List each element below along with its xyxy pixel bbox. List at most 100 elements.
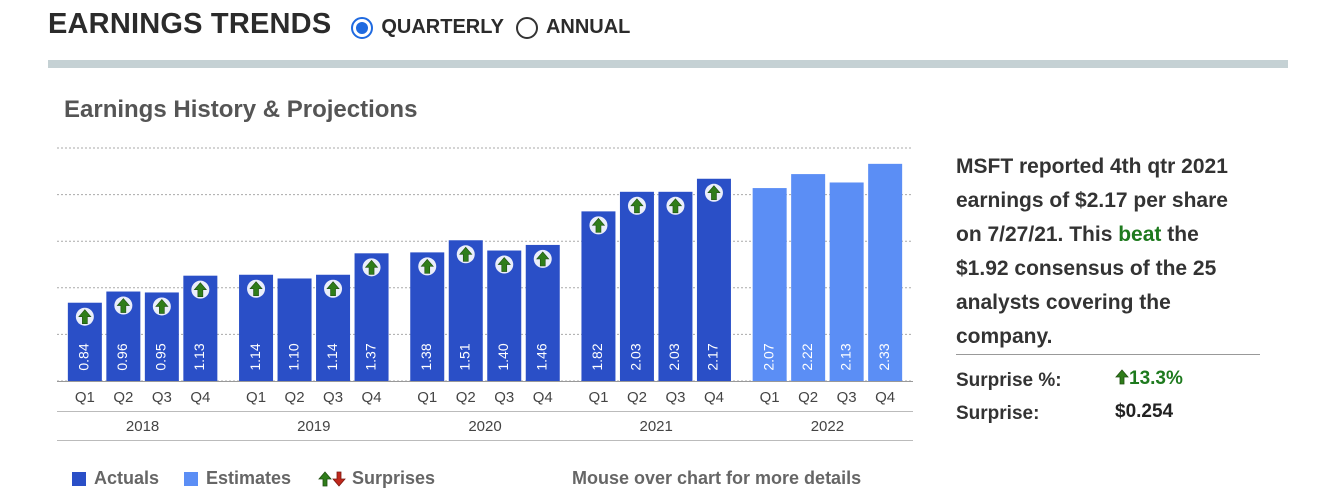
bar-value-label: 1.37	[362, 343, 378, 370]
earnings-summary: MSFT reported 4th qtr 2021 earnings of $…	[956, 150, 1261, 354]
summary-line-3: on 7/27/21. This beat the	[956, 218, 1261, 252]
surprise-up-arrow-icon	[591, 217, 606, 233]
bar-value-label: 1.82	[589, 343, 605, 370]
bar[interactable]	[752, 188, 787, 381]
quarter-tick-label: Q4	[190, 389, 210, 406]
year-tick-label: 2021	[640, 418, 673, 435]
bar-value-label: 1.10	[285, 343, 301, 370]
surprise-up-arrow-icon	[155, 298, 169, 314]
surprise-up-arrow-icon	[668, 198, 683, 214]
quarter-tick-label: Q2	[798, 389, 818, 406]
year-tick-label: 2020	[468, 418, 501, 435]
bar-value-label: 0.95	[153, 343, 169, 370]
summary-line-6: company.	[956, 325, 1053, 348]
quarter-tick-label: Q3	[665, 389, 685, 406]
bar-value-label: 1.38	[418, 343, 434, 370]
bar-value-label: 2.13	[837, 343, 853, 370]
surprise-up-arrow-icon	[536, 251, 550, 267]
bar-value-label: 0.96	[114, 343, 130, 370]
bar[interactable]	[791, 174, 826, 381]
summary-line-5: analysts covering the	[956, 291, 1171, 314]
quarter-tick-label: Q4	[533, 389, 553, 406]
estimates-swatch	[184, 471, 198, 486]
quarter-tick-label: Q2	[285, 389, 305, 406]
surprise-up-arrow-icon	[326, 281, 340, 297]
quarter-tick-label: Q3	[837, 389, 857, 406]
quarter-tick-label: Q3	[152, 389, 172, 406]
surprise-pct-text: 13.3%	[1129, 368, 1183, 389]
bar[interactable]	[868, 163, 903, 381]
bar-value-label: 1.46	[533, 343, 549, 370]
bar[interactable]	[696, 178, 731, 381]
bar-value-label: 1.40	[495, 343, 511, 370]
legend-actuals-label: Actuals	[94, 468, 160, 488]
surprise-up-arrow-icon	[459, 246, 473, 262]
summary-line-1: MSFT reported 4th qtr 2021	[956, 155, 1228, 178]
radio-annual[interactable]: ANNUAL	[515, 16, 631, 39]
surprise-up-arrow-icon	[630, 198, 644, 214]
radio-quarterly[interactable]: QUARTERLY	[351, 16, 504, 39]
up-arrow-icon	[318, 470, 332, 486]
quarter-tick-label: Q2	[627, 389, 647, 406]
quarter-tick-label: Q4	[362, 389, 382, 406]
bar[interactable]	[581, 211, 616, 381]
bar-value-label: 2.07	[760, 343, 776, 370]
surprise-pct-value: 13.3%	[1115, 368, 1183, 390]
surprise-value: $0.254	[1115, 401, 1174, 422]
surprise-up-arrow-icon	[249, 281, 263, 297]
bar[interactable]	[619, 191, 654, 381]
legend-surprises: Surprises	[318, 468, 435, 489]
summary-line-3-post: the	[1161, 223, 1199, 246]
surprise-pct-label: Surprise %:	[956, 370, 1062, 391]
surprise-label: Surprise:	[956, 403, 1040, 424]
year-tick-label: 2022	[811, 418, 844, 435]
surprise-up-arrow-icon	[497, 257, 511, 272]
earnings-chart[interactable]: 0.84 Q1 0.96 Q2 0.95 Q3 1.13 Q4 2018 1.14 Q1 1.10 Q2…	[0, 0, 930, 460]
bar[interactable]	[277, 278, 312, 381]
header-divider	[48, 60, 1288, 68]
summary-divider	[956, 354, 1260, 355]
surprise-up-arrow-icon	[78, 309, 92, 325]
bar-value-label: 2.03	[628, 343, 644, 370]
surprise-up-arrow-icon	[707, 185, 721, 201]
quarter-tick-label: Q1	[588, 389, 608, 406]
bar-value-label: 0.84	[76, 343, 92, 370]
quarter-tick-label: Q4	[875, 389, 895, 406]
chart-hint: Mouse over chart for more details	[572, 468, 862, 488]
quarter-tick-label: Q3	[323, 389, 343, 406]
up-arrow-icon	[1115, 369, 1129, 385]
bar[interactable]	[658, 191, 693, 381]
surprise-up-arrow-icon	[364, 259, 379, 275]
down-arrow-icon	[332, 471, 346, 487]
legend-surprises-label: Surprises	[352, 468, 436, 488]
actuals-swatch	[72, 471, 86, 486]
bar[interactable]	[448, 240, 483, 381]
quarter-tick-label: Q4	[704, 389, 724, 406]
quarter-tick-label: Q1	[246, 389, 266, 406]
quarter-tick-label: Q1	[417, 389, 437, 406]
bar-value-label: 1.14	[324, 343, 340, 370]
earnings-trends-header: EARNINGS TRENDS QUARTERLY ANNUAL	[48, 8, 642, 41]
radio-quarterly-circle[interactable]	[351, 16, 374, 39]
quarter-tick-label: Q1	[75, 389, 95, 406]
radio-annual-circle[interactable]	[515, 16, 538, 39]
bar-value-label: 2.33	[876, 343, 892, 370]
year-tick-label: 2018	[126, 418, 159, 435]
radio-annual-label[interactable]: ANNUAL	[545, 16, 631, 38]
legend-estimates: Estimates	[184, 468, 291, 489]
year-tick-label: 2019	[297, 418, 330, 435]
bar-value-label: 2.17	[705, 343, 721, 370]
bar-value-label: 2.03	[666, 343, 682, 370]
surprise-up-arrow-icon	[116, 298, 131, 313]
radio-quarterly-label[interactable]: QUARTERLY	[381, 16, 504, 38]
legend-estimates-label: Estimates	[206, 468, 292, 488]
bar[interactable]	[829, 182, 864, 381]
surprise-up-arrow-icon	[420, 258, 434, 274]
quarter-tick-label: Q2	[113, 389, 133, 406]
chart-title: Earnings History & Projections	[64, 96, 418, 123]
legend-actuals: Actuals	[72, 468, 159, 489]
summary-line-2: earnings of $2.17 per share	[956, 189, 1228, 212]
bar-value-label: 1.51	[456, 343, 472, 370]
beat-label: beat	[1118, 223, 1162, 246]
quarter-tick-label: Q3	[494, 389, 514, 406]
